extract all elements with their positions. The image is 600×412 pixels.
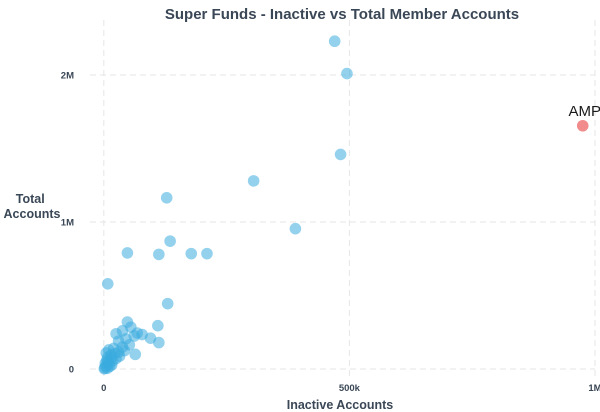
chart-title: Super Funds - Inactive vs Total Member A… [165,6,519,23]
data-point [160,191,173,204]
data-point [152,319,164,332]
axis-ticks: 0 500k 1M 0 1M 2M [61,71,600,394]
x-tick-label: 1M [588,383,600,394]
data-point [129,348,142,361]
data-point [289,222,302,235]
highlight-point [576,119,589,132]
data-point [101,277,114,290]
data-point [341,67,353,80]
data-point [328,35,341,48]
data-point [153,248,165,261]
y-tick-label: 0 [69,365,74,376]
data-point [101,356,114,368]
data-point [153,336,165,349]
data-point [201,247,213,260]
point-annotation: AMP [568,103,600,120]
data-point [161,297,174,310]
data-point [247,175,260,187]
data-point [164,235,176,247]
data-point [113,350,126,362]
annotations: AMP [568,103,600,120]
x-tick-label: 0 [101,383,106,394]
y-tick-label: 2M [61,71,74,82]
data-point [121,247,134,259]
y-axis-title: Total Accounts [4,192,61,221]
x-tick-label: 500k [339,383,361,394]
data-point [334,148,347,161]
y-tick-label: 1M [61,218,74,229]
data-point [185,247,198,260]
data-points [98,35,589,375]
x-axis-title: Inactive Accounts [287,398,394,412]
